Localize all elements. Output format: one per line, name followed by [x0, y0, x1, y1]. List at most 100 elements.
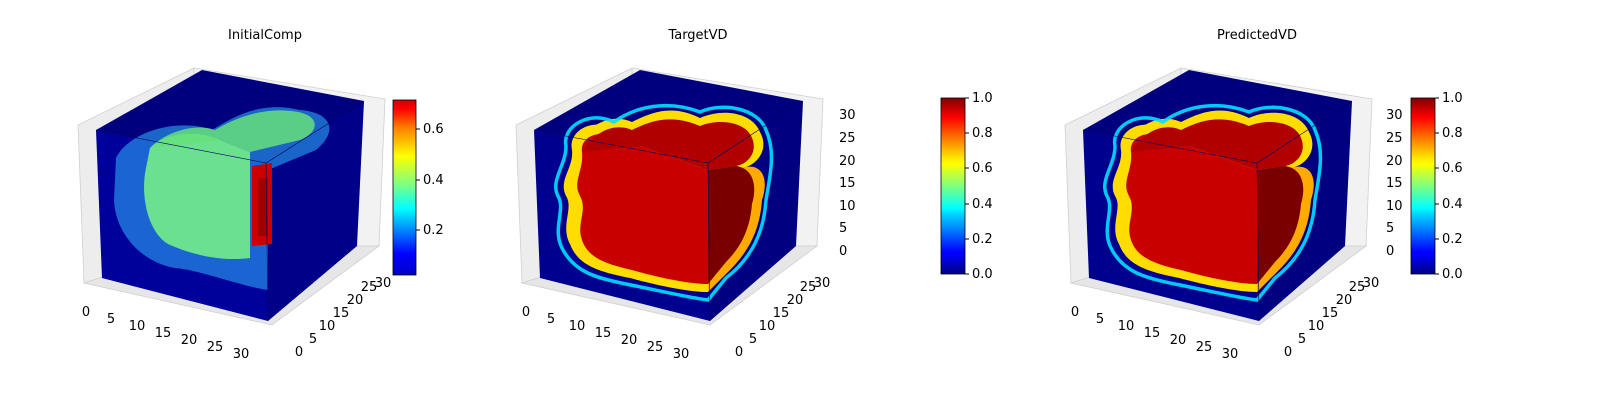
y-tick-label: 10 — [759, 319, 776, 334]
y-tick-label: 20 — [1336, 293, 1353, 308]
y-tick-label: 25 — [361, 280, 378, 295]
z-tick-label: 25 — [839, 131, 856, 146]
y-axis: 0 5 10 15 20 25 30 — [1284, 276, 1379, 360]
y-tick-label: 5 — [1298, 332, 1306, 347]
colorbar-gradient — [392, 99, 417, 276]
colorbar-tick-label: 0.6 — [972, 161, 993, 176]
colorbar-gradient — [1410, 97, 1436, 275]
y-tick-label: 30 — [1363, 276, 1380, 291]
y-tick-label: 0 — [295, 345, 303, 360]
density-core-side — [1257, 166, 1304, 284]
z-tick-label: 15 — [839, 176, 856, 191]
z-tick-label: 15 — [1386, 176, 1403, 191]
density-core-top — [582, 119, 754, 170]
colorbar-tick-label: 1.0 — [1442, 91, 1463, 106]
colorbar-tick-label: 1.0 — [972, 91, 993, 106]
y-axis: 0 5 10 15 20 25 30 — [295, 276, 391, 360]
density-core-front — [144, 133, 250, 260]
colorbar-tick-label: 0.6 — [1442, 161, 1463, 176]
x-tick-label: 5 — [1096, 312, 1104, 327]
y-tick-label: 30 — [375, 276, 392, 291]
colorbar-tick-label: 0.8 — [1442, 126, 1463, 141]
x-tick-label: 25 — [207, 340, 224, 355]
z-axis: 0 5 10 15 20 25 30 — [1386, 108, 1403, 259]
colorbar-tick-label: 0.8 — [972, 126, 993, 141]
z-tick-label: 0 — [839, 244, 847, 259]
y-tick-label: 25 — [1349, 280, 1366, 295]
x-tick-label: 10 — [1118, 319, 1135, 334]
colorbar-tick-label: 0.4 — [423, 173, 444, 188]
panel-predictedvd: PredictedVD 0 5 10 15 20 25 — [1064, 28, 1463, 362]
z-tick-label: 30 — [1386, 108, 1403, 123]
x-tick-label: 20 — [181, 333, 198, 348]
density-core-top — [150, 110, 315, 152]
y-axis: 0 5 10 15 20 25 30 — [735, 276, 830, 360]
colorbar: 0.0 0.2 0.4 0.6 0.8 1.0 — [940, 91, 993, 282]
x-tick-label: 20 — [621, 333, 638, 348]
voxel-cube — [533, 70, 804, 322]
x-tick-label: 5 — [107, 312, 115, 327]
panel-title: InitialComp — [228, 28, 302, 43]
x-tick-label: 30 — [1222, 347, 1239, 362]
y-tick-label: 25 — [800, 280, 817, 295]
z-tick-label: 5 — [1386, 221, 1394, 236]
x-tick-label: 25 — [647, 340, 664, 355]
z-tick-label: 5 — [839, 221, 847, 236]
voxel-cube — [95, 70, 365, 322]
panel-initialcomp: InitialComp 0 5 10 15 20 25 — [77, 28, 444, 362]
x-axis: 0 5 10 15 20 25 30 — [82, 305, 249, 362]
x-axis: 0 5 10 15 20 25 30 — [522, 305, 689, 362]
y-tick-label: 20 — [787, 293, 804, 308]
x-tick-label: 15 — [1144, 326, 1161, 341]
y-tick-label: 0 — [1284, 345, 1292, 360]
x-tick-label: 30 — [233, 347, 250, 362]
density-halo-outer — [554, 103, 774, 302]
y-tick-label: 5 — [749, 332, 757, 347]
cube-edge — [1256, 162, 1260, 322]
x-tick-label: 5 — [547, 312, 555, 327]
y-tick-label: 10 — [319, 319, 336, 334]
panel-title: TargetVD — [667, 28, 727, 43]
z-tick-label: 30 — [839, 108, 856, 123]
x-tick-label: 25 — [1196, 340, 1213, 355]
colorbar: 0.2 0.4 0.6 — [392, 99, 444, 276]
x-tick-label: 10 — [569, 319, 586, 334]
colorbar-tick-label: 0.4 — [1442, 197, 1463, 212]
colorbar-tick-label: 0.2 — [972, 232, 993, 247]
z-tick-label: 20 — [1386, 154, 1403, 169]
x-tick-label: 10 — [129, 319, 146, 334]
y-tick-label: 20 — [347, 293, 364, 308]
density-core-top — [1131, 119, 1303, 170]
x-axis: 0 5 10 15 20 25 30 — [1071, 305, 1238, 362]
x-tick-label: 0 — [1071, 305, 1079, 320]
colorbar-tick-label: 0.2 — [423, 223, 444, 238]
x-tick-label: 20 — [1170, 333, 1187, 348]
x-tick-label: 0 — [522, 305, 530, 320]
z-tick-label: 25 — [1386, 131, 1403, 146]
density-core-front — [1126, 133, 1257, 284]
colorbar-gradient — [940, 97, 966, 275]
z-axis: 0 5 10 15 20 25 30 — [839, 108, 856, 259]
colorbar-tick-label: 0.0 — [972, 267, 993, 282]
cube-edge — [265, 162, 269, 322]
density-core-side — [708, 166, 755, 284]
colorbar-tick-label: 0.2 — [1442, 232, 1463, 247]
density-core-front — [577, 133, 708, 284]
colorbar-tick-label: 0.4 — [972, 197, 993, 212]
colorbar-tick-label: 0.6 — [423, 122, 444, 137]
x-tick-label: 0 — [82, 305, 90, 320]
density-high-edge-dark — [258, 178, 268, 236]
y-tick-label: 5 — [309, 332, 317, 347]
colorbar-tick-label: 0.0 — [1442, 267, 1463, 282]
y-tick-label: 15 — [773, 306, 790, 321]
z-tick-label: 20 — [839, 154, 856, 169]
x-tick-label: 15 — [155, 326, 172, 341]
y-tick-label: 15 — [1322, 306, 1339, 321]
z-tick-label: 0 — [1386, 244, 1394, 259]
voxel-cube — [1082, 70, 1353, 322]
colorbar: 0.0 0.2 0.4 0.6 0.8 1.0 — [1410, 91, 1463, 282]
y-tick-label: 0 — [735, 345, 743, 360]
y-tick-label: 10 — [1308, 319, 1325, 334]
cube-edge — [707, 162, 711, 322]
